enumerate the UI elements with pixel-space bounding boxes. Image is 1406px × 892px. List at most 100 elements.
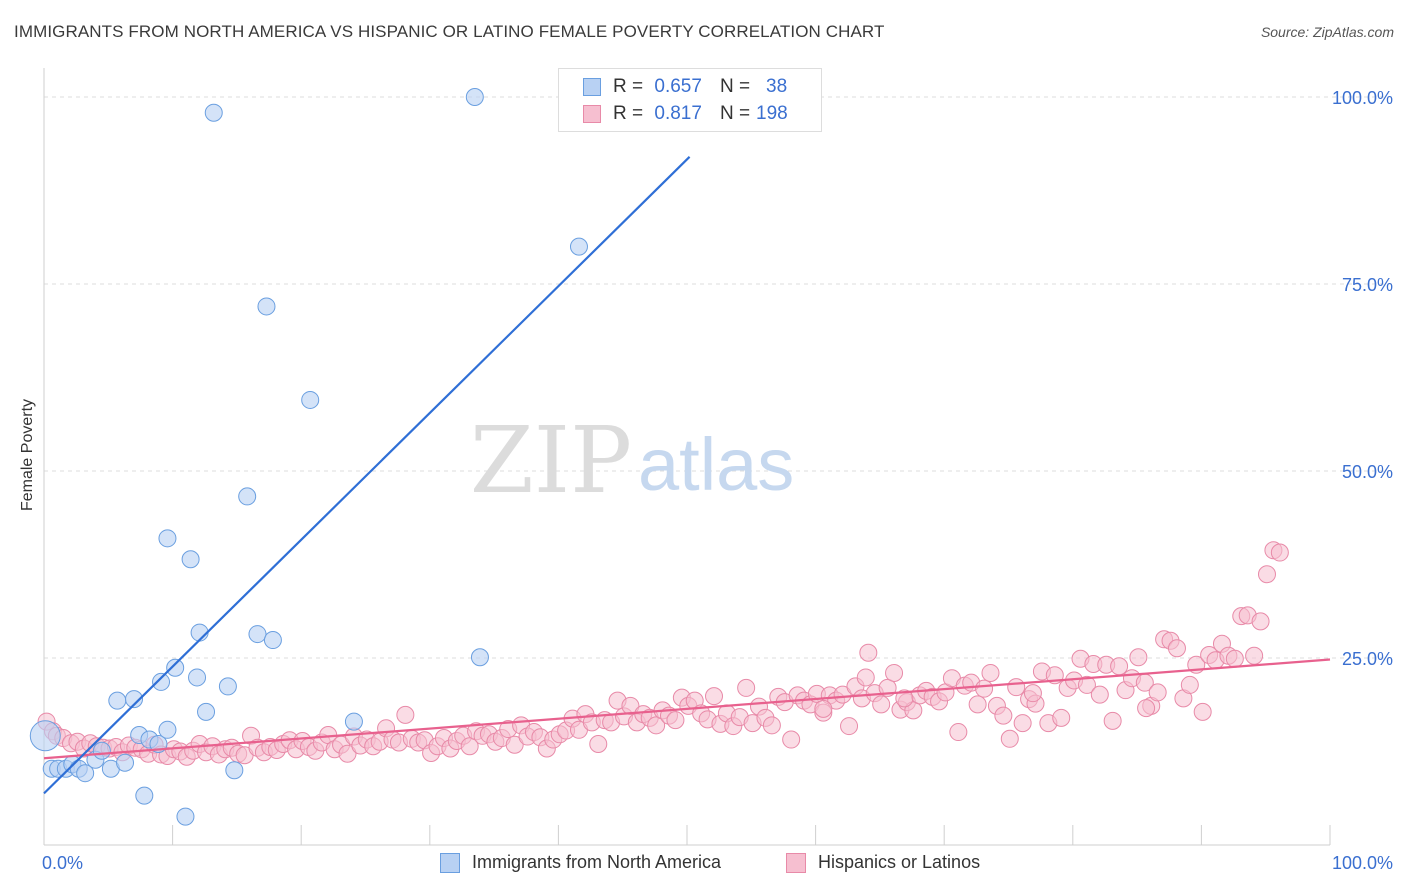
watermark-zip: ZIP xyxy=(470,407,632,514)
pink-data-point xyxy=(840,717,859,736)
pink-data-point xyxy=(1013,714,1032,733)
blue-data-point xyxy=(248,625,267,644)
pink-data-point xyxy=(859,643,878,662)
pink-data-point xyxy=(705,687,724,706)
series-label-pink: Hispanics or Latinos xyxy=(818,852,981,872)
legend-n-value-pink: 198 xyxy=(756,103,788,124)
pink-data-point xyxy=(968,695,987,714)
legend-n-label: N = xyxy=(719,76,751,97)
pink-data-point xyxy=(949,723,968,742)
pink-data-point xyxy=(1148,683,1167,702)
blue-series-points xyxy=(29,88,588,826)
pink-data-point xyxy=(1129,648,1148,667)
y-tick-label: 25.0% xyxy=(1342,649,1393,669)
legend-n-label: N = xyxy=(719,103,751,124)
pink-data-point xyxy=(904,701,923,720)
pink-data-point xyxy=(833,685,852,704)
pink-data-point xyxy=(1007,678,1026,697)
pink-data-point xyxy=(737,678,756,697)
pink-data-point xyxy=(505,735,524,754)
blue-data-point xyxy=(92,741,111,760)
blue-data-point xyxy=(166,658,185,677)
pink-data-point xyxy=(856,668,875,687)
pink-data-point xyxy=(762,716,781,735)
source-label: Source: ZipAtlas.com xyxy=(1260,24,1394,40)
legend-swatch-blue xyxy=(583,78,601,96)
legend-n-value-blue: 38 xyxy=(766,76,788,97)
blue-data-point xyxy=(238,487,257,506)
chart-title: IMMIGRANTS FROM NORTH AMERICA VS HISPANI… xyxy=(14,22,885,41)
pink-data-point xyxy=(814,699,833,718)
blue-data-point xyxy=(125,690,144,709)
legend-r-label: R = xyxy=(613,76,644,97)
pink-data-point xyxy=(460,737,479,756)
pink-data-point xyxy=(895,689,914,708)
series-swatch-blue xyxy=(440,852,460,873)
blue-data-point xyxy=(470,648,489,667)
blue-data-point xyxy=(204,103,223,122)
pink-data-point xyxy=(1270,543,1289,562)
pink-data-point xyxy=(1103,711,1122,730)
pink-data-point xyxy=(1245,646,1264,665)
legend-row-blue: R = 0.657 N = 38 xyxy=(583,75,787,99)
blue-data-point xyxy=(116,753,135,772)
axes xyxy=(43,68,1331,846)
blue-data-point xyxy=(176,807,195,826)
blue-data-point xyxy=(301,390,320,409)
blue-data-point xyxy=(188,668,207,687)
blue-data-point xyxy=(569,237,588,256)
pink-data-point xyxy=(1193,702,1212,721)
pink-data-point xyxy=(1137,699,1156,718)
pink-data-point xyxy=(1077,675,1096,694)
blue-data-point xyxy=(197,702,216,721)
blue-data-point xyxy=(344,712,363,731)
blue-data-point xyxy=(225,761,244,780)
series-legend: Immigrants from North America Hispanics … xyxy=(0,852,1406,876)
blue-data-point xyxy=(158,529,177,548)
x-tick-label-max: 100.0% xyxy=(1332,853,1393,873)
pink-data-point xyxy=(1000,729,1019,748)
series-label-blue: Immigrants from North America xyxy=(472,852,722,872)
blue-data-point xyxy=(76,764,95,783)
tick-labels: 25.0% 50.0% 75.0% 100.0% 0.0% 100.0% xyxy=(42,88,1393,873)
pink-data-point xyxy=(666,711,685,730)
pink-trend-line xyxy=(43,658,1331,760)
pink-data-point xyxy=(396,705,415,724)
legend-r-label: R = xyxy=(613,103,644,124)
y-tick-label: 100.0% xyxy=(1332,88,1393,108)
blue-data-point xyxy=(29,720,61,752)
pink-data-point xyxy=(1090,685,1109,704)
legend-r-value-blue: 0.657 xyxy=(654,76,702,97)
pink-data-point xyxy=(1110,657,1129,676)
blue-data-point xyxy=(465,88,484,106)
blue-data-point xyxy=(158,720,177,739)
blue-data-point xyxy=(263,631,282,650)
pink-data-point xyxy=(1180,675,1199,694)
pink-data-point xyxy=(338,744,357,763)
legend-swatch-pink xyxy=(583,105,601,123)
legend-row-pink: R = 0.817 N = 198 xyxy=(583,102,788,126)
pink-data-point xyxy=(872,695,891,714)
pink-data-point xyxy=(1251,612,1270,631)
blue-data-point xyxy=(181,550,200,569)
pink-data-point xyxy=(1167,639,1186,658)
pink-data-point xyxy=(782,730,801,749)
y-tick-label: 75.0% xyxy=(1342,275,1393,295)
pink-data-point xyxy=(994,706,1013,725)
pink-data-point xyxy=(1023,684,1042,703)
y-tick-label: 50.0% xyxy=(1342,462,1393,482)
blue-data-point xyxy=(108,691,127,710)
series-swatch-pink xyxy=(786,852,806,873)
blue-trend-line xyxy=(43,156,691,795)
blue-data-point xyxy=(257,297,276,316)
series-legend-pink: Hispanics or Latinos xyxy=(786,852,980,873)
pink-data-point xyxy=(981,663,1000,682)
pink-data-point xyxy=(647,716,666,735)
pink-data-point xyxy=(1052,708,1071,727)
pink-data-point xyxy=(1225,649,1244,668)
pink-data-point xyxy=(621,696,640,715)
series-legend-blue: Immigrants from North America xyxy=(440,852,721,873)
x-tick-label-min: 0.0% xyxy=(42,853,83,873)
pink-series-points xyxy=(37,541,1289,766)
